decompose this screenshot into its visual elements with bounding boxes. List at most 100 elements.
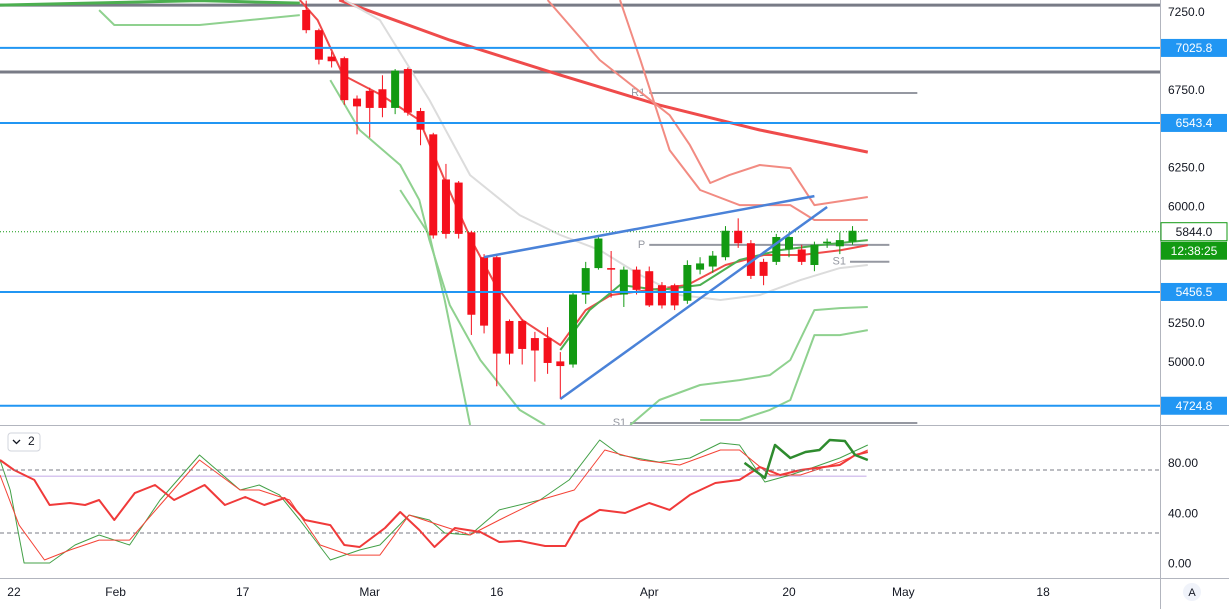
candle-body	[823, 241, 832, 244]
candle-body	[746, 243, 755, 276]
auto-scale-label[interactable]: A	[1188, 587, 1196, 599]
y-tick-label: 80.00	[1168, 456, 1198, 470]
auto-scale-circle[interactable]	[1183, 583, 1201, 601]
candle-body	[785, 236, 794, 250]
candle-body	[708, 255, 717, 267]
indicator-line	[338, 0, 869, 154]
y-tick-label: 7250.0	[1168, 5, 1205, 19]
candle-body	[632, 269, 641, 290]
level-label-box	[1161, 282, 1227, 301]
candle-body	[556, 361, 565, 367]
candle-body	[810, 244, 819, 265]
indicator-line	[559, 239, 868, 351]
indicator-line	[700, 329, 868, 421]
trend-line	[559, 205, 828, 401]
last-price-label: 5844.0	[1176, 225, 1213, 239]
level-label-box	[1161, 38, 1227, 57]
auto-scale-button[interactable]: A	[1183, 583, 1201, 601]
candle-body	[835, 240, 844, 247]
x-tick-label: Apr	[640, 585, 659, 599]
candle-body	[619, 269, 628, 295]
candle-body	[594, 238, 603, 269]
candle-body	[429, 134, 438, 236]
candle-body	[327, 56, 336, 62]
candle-body	[454, 182, 463, 234]
y-tick-label: 5250.0	[1168, 316, 1205, 330]
y-tick-label: 6750.0	[1168, 83, 1205, 97]
candle-body	[314, 30, 323, 60]
oscillator-line	[743, 438, 869, 480]
y-tick-label: 6000.0	[1168, 200, 1205, 214]
candle-body	[759, 261, 768, 276]
y-tick-label: 40.00	[1168, 506, 1198, 520]
candle-body	[848, 230, 857, 242]
level-label: 6543.4	[1176, 116, 1213, 130]
candle-body	[645, 271, 654, 306]
chevron-icon[interactable]	[12, 439, 21, 445]
candle-body	[505, 320, 514, 354]
x-tick-label: 16	[490, 585, 504, 599]
candle-body	[543, 338, 552, 363]
candle-body	[378, 89, 387, 108]
candle-body	[657, 285, 666, 306]
candle-body	[391, 70, 400, 108]
pivot-label: R1	[631, 87, 645, 99]
candle-body	[492, 257, 501, 354]
level-label: 5456.5	[1176, 285, 1213, 299]
candle-body	[530, 338, 539, 351]
candle-body	[581, 268, 590, 295]
x-tick-label: 17	[236, 585, 250, 599]
candle-body	[467, 232, 476, 315]
countdown-label: 12:38:25	[1171, 244, 1218, 258]
x-tick-label: Mar	[359, 585, 380, 599]
x-tick-label: Feb	[105, 585, 126, 599]
y-tick-label: 5000.0	[1168, 355, 1205, 369]
pane-label[interactable]: 2	[28, 434, 35, 448]
countdown-box	[1161, 241, 1227, 260]
pane-button[interactable]: 2	[7, 432, 41, 452]
candle-body	[721, 230, 730, 258]
candle-body	[772, 236, 781, 262]
oscillator-pane	[0, 438, 1160, 564]
candle-body	[365, 90, 374, 108]
indicator-line	[399, 189, 472, 425]
pivot-label: S1	[613, 417, 626, 429]
oscillator-line	[0, 451, 869, 548]
y-tick-label: 6250.0	[1168, 161, 1205, 175]
x-tick-label: May	[892, 585, 915, 599]
pane-button-box[interactable]	[7, 432, 41, 452]
candle-body	[734, 230, 743, 244]
x-tick-label: 22	[7, 585, 21, 599]
candle-body	[353, 98, 362, 107]
candle-body	[569, 294, 578, 365]
candle-body	[302, 9, 311, 31]
indicator-line	[0, 0, 300, 7]
level-label-box	[1161, 396, 1227, 415]
candle-body	[797, 249, 806, 262]
candle-body	[696, 263, 705, 270]
pivot-label: S1	[833, 256, 846, 268]
indicator-line	[546, 0, 868, 207]
last-price-box	[1160, 222, 1228, 242]
candle-body	[670, 285, 679, 306]
level-label: 7025.8	[1176, 41, 1213, 55]
x-tick-label: 20	[782, 585, 796, 599]
candle-body	[340, 58, 349, 101]
price-pane: R1 P S1 S1	[0, 0, 1160, 429]
pivot-label: P	[638, 239, 645, 251]
oscillator-line	[0, 449, 868, 561]
candle-body	[416, 111, 425, 130]
x-tick-label: 18	[1036, 585, 1050, 599]
candle-body	[683, 264, 692, 301]
indicator-line	[629, 306, 868, 425]
indicator-line	[98, 9, 300, 26]
indicator-line	[329, 79, 546, 425]
candle-body	[607, 268, 616, 270]
indicator-line	[343, 0, 868, 301]
candle-body	[403, 69, 412, 113]
candle-body	[518, 320, 527, 349]
